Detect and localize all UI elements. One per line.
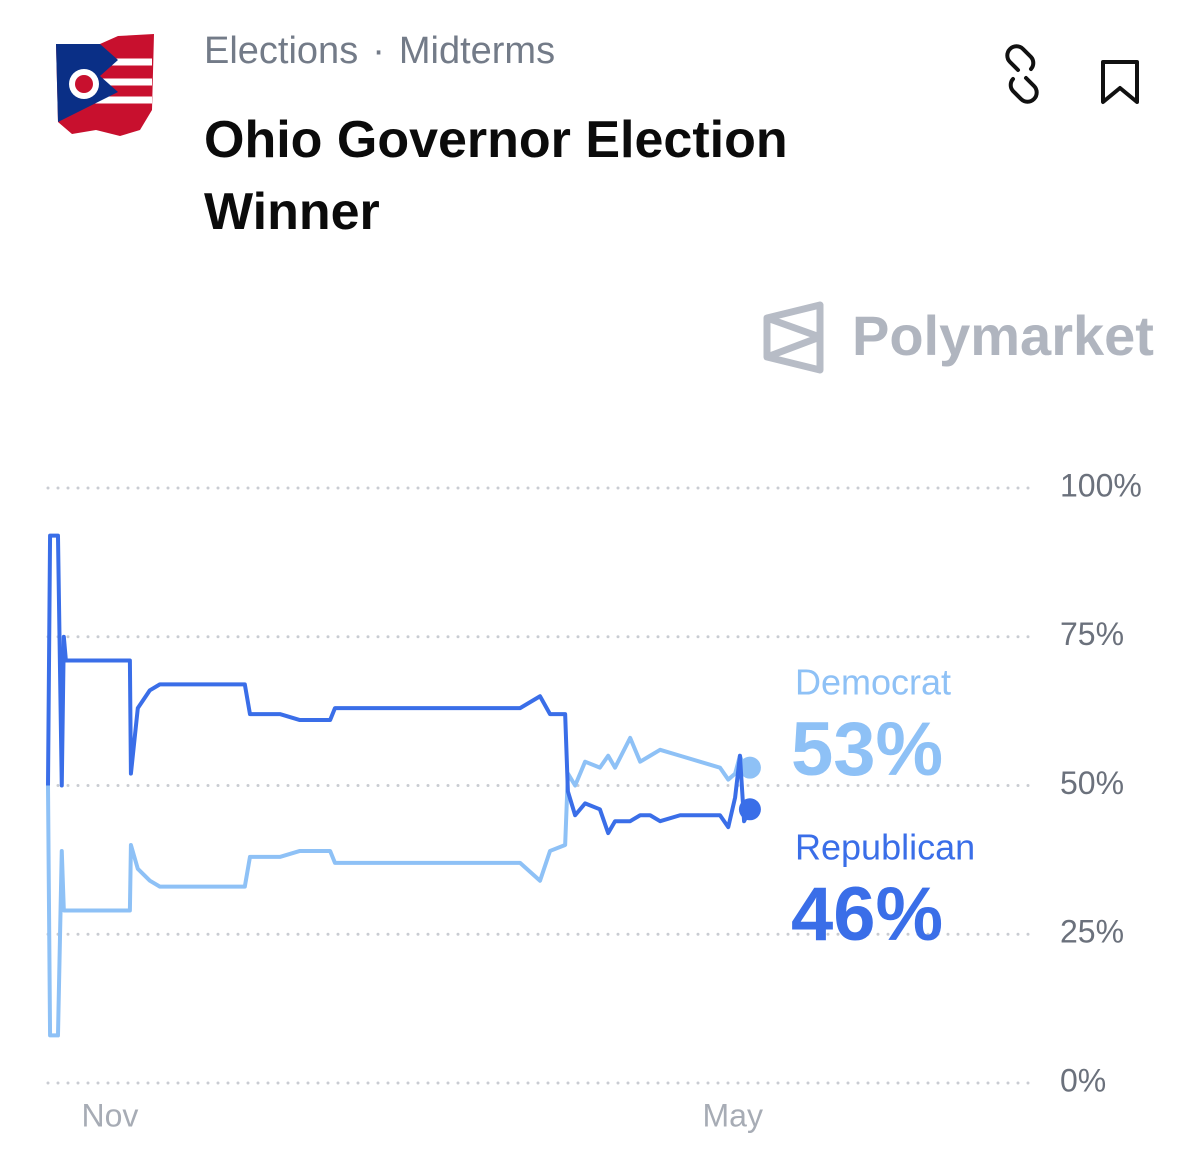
y-tick-label: 100% bbox=[1060, 467, 1142, 503]
legend-name: Democrat bbox=[795, 662, 951, 703]
value-label: 53% bbox=[791, 707, 943, 792]
series-line bbox=[46, 533, 752, 836]
y-tick-label: 0% bbox=[1060, 1062, 1106, 1098]
x-tick-label: May bbox=[702, 1097, 762, 1133]
polymarket-logo bbox=[763, 301, 824, 374]
legend-name: Republican bbox=[795, 827, 975, 868]
y-tick-label: 75% bbox=[1060, 616, 1124, 652]
breadcrumb-item[interactable]: Midterms bbox=[398, 30, 556, 72]
y-tick-label: 50% bbox=[1060, 765, 1124, 801]
separator: · bbox=[372, 30, 385, 72]
brand-name: Polymarket bbox=[852, 304, 1154, 367]
breadcrumb: Elections · Midterms bbox=[204, 30, 555, 73]
market-title: Ohio Governor Election Winner bbox=[204, 111, 788, 241]
end-point bbox=[738, 798, 761, 821]
x-tick-label: Nov bbox=[81, 1097, 138, 1133]
series-line bbox=[46, 735, 750, 1038]
value-label: 46% bbox=[791, 872, 943, 957]
ohio-flag-icon bbox=[56, 34, 154, 136]
y-tick-label: 25% bbox=[1060, 914, 1124, 950]
bookmark-icon[interactable] bbox=[1101, 60, 1139, 104]
breadcrumb-item[interactable]: Elections bbox=[204, 30, 359, 72]
link-icon[interactable] bbox=[1005, 44, 1039, 104]
end-point bbox=[738, 756, 761, 779]
